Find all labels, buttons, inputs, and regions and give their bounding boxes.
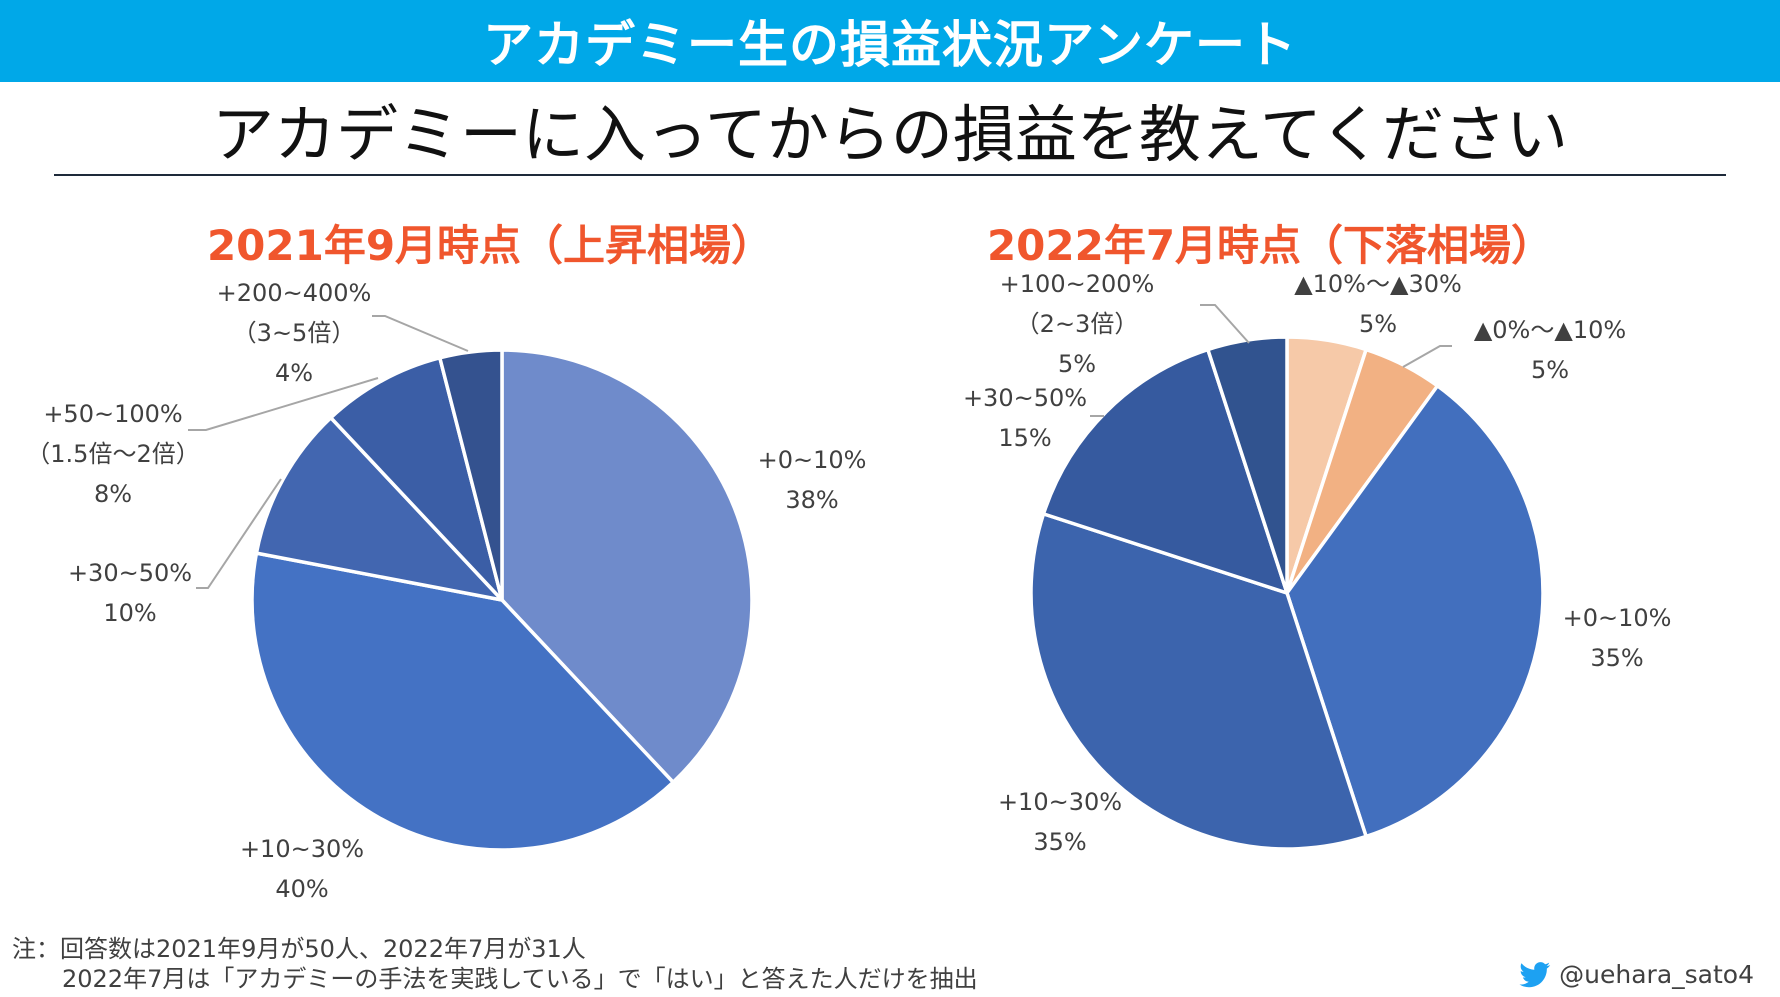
slice-percent-label: 5%: [1531, 356, 1569, 384]
leader-line: [372, 315, 469, 352]
slice-percent-label: 5%: [1058, 350, 1096, 378]
twitter-handle: @uehara_sato4: [1559, 960, 1754, 989]
leader-line: [188, 377, 379, 431]
slice-category-label: +30~50%: [68, 559, 192, 587]
slice-category-label: +200~400%: [217, 279, 372, 307]
slice-category-label: +0~10%: [758, 446, 867, 474]
question-heading: アカデミーに入ってからの損益を教えてください: [212, 98, 1568, 171]
slice-percent-label: 38%: [785, 486, 838, 514]
slice-category-label: +0~10%: [1563, 604, 1672, 632]
leader-line: [196, 478, 282, 589]
twitter-credit[interactable]: @uehara_sato4: [1519, 960, 1754, 989]
footnote-line-2: 2022年7月は「アカデミーの手法を実践している」で「はい」と答えた人だけを抽出: [62, 965, 978, 993]
slice-category-label: ▲10%～▲30%: [1294, 270, 1462, 298]
slice-percent-label: 4%: [275, 359, 313, 387]
pie-chart-1: 2021年9月時点（上昇相場） +0~10% 38% +10~30% 40% +30~50…: [26, 221, 866, 903]
leader-line: [1402, 345, 1452, 368]
slice-category-label: +10~30%: [998, 788, 1122, 816]
slice-category-label: +50~100%: [43, 400, 182, 428]
slice-percent-label: 5%: [1359, 310, 1397, 338]
banner-title: アカデミー生の損益状況アンケート: [483, 16, 1297, 74]
slice-category-label: ▲0%～▲10%: [1474, 316, 1626, 344]
leader-line: [1200, 304, 1250, 344]
title-banner: アカデミー生の損益状況アンケート: [0, 0, 1780, 82]
pie-chart-2: 2022年7月時点（下落相場）▲10%～▲30% 5% ▲0%～▲10% 5% +0~1…: [963, 221, 1671, 856]
slice-category-label: （2~3倍）: [1016, 310, 1139, 338]
pie-slice: [254, 416, 504, 602]
footnote-line-1: 注：回答数は2021年9月が50人、2022年7月が31人: [12, 935, 586, 963]
slice-percent-label: 35%: [1590, 644, 1643, 672]
slice-percent-label: 10%: [103, 599, 156, 627]
divider: [54, 174, 1726, 176]
pie-slice: [250, 551, 675, 852]
pie-slice: [500, 348, 754, 784]
slice-percent-label: 8%: [94, 480, 132, 508]
footnote: 注：回答数は2021年9月が50人、2022年7月が31人 2022年7月は「ア…: [12, 934, 978, 994]
pie-slice: [329, 356, 504, 602]
slice-percent-label: 15%: [998, 424, 1051, 452]
slice-percent-label: 40%: [275, 875, 328, 903]
pie-slice: [1285, 384, 1545, 839]
slice-category-label: （3~5倍）: [233, 319, 356, 347]
twitter-bird-icon: [1519, 961, 1551, 987]
pie-slice: [1029, 512, 1368, 851]
slice-category-label: +30~50%: [963, 384, 1087, 412]
slice-category-label: （1.5倍～2倍）: [26, 440, 199, 468]
slice-category-label: +10~30%: [240, 835, 364, 863]
chart-title-1: 2021年9月時点（上昇相場）: [207, 221, 773, 270]
slice-category-label: +100~200%: [1000, 270, 1155, 298]
pie-slice: [438, 348, 504, 602]
chart-title-2: 2022年7月時点（下落相場）: [987, 221, 1553, 270]
slice-percent-label: 35%: [1033, 828, 1086, 856]
